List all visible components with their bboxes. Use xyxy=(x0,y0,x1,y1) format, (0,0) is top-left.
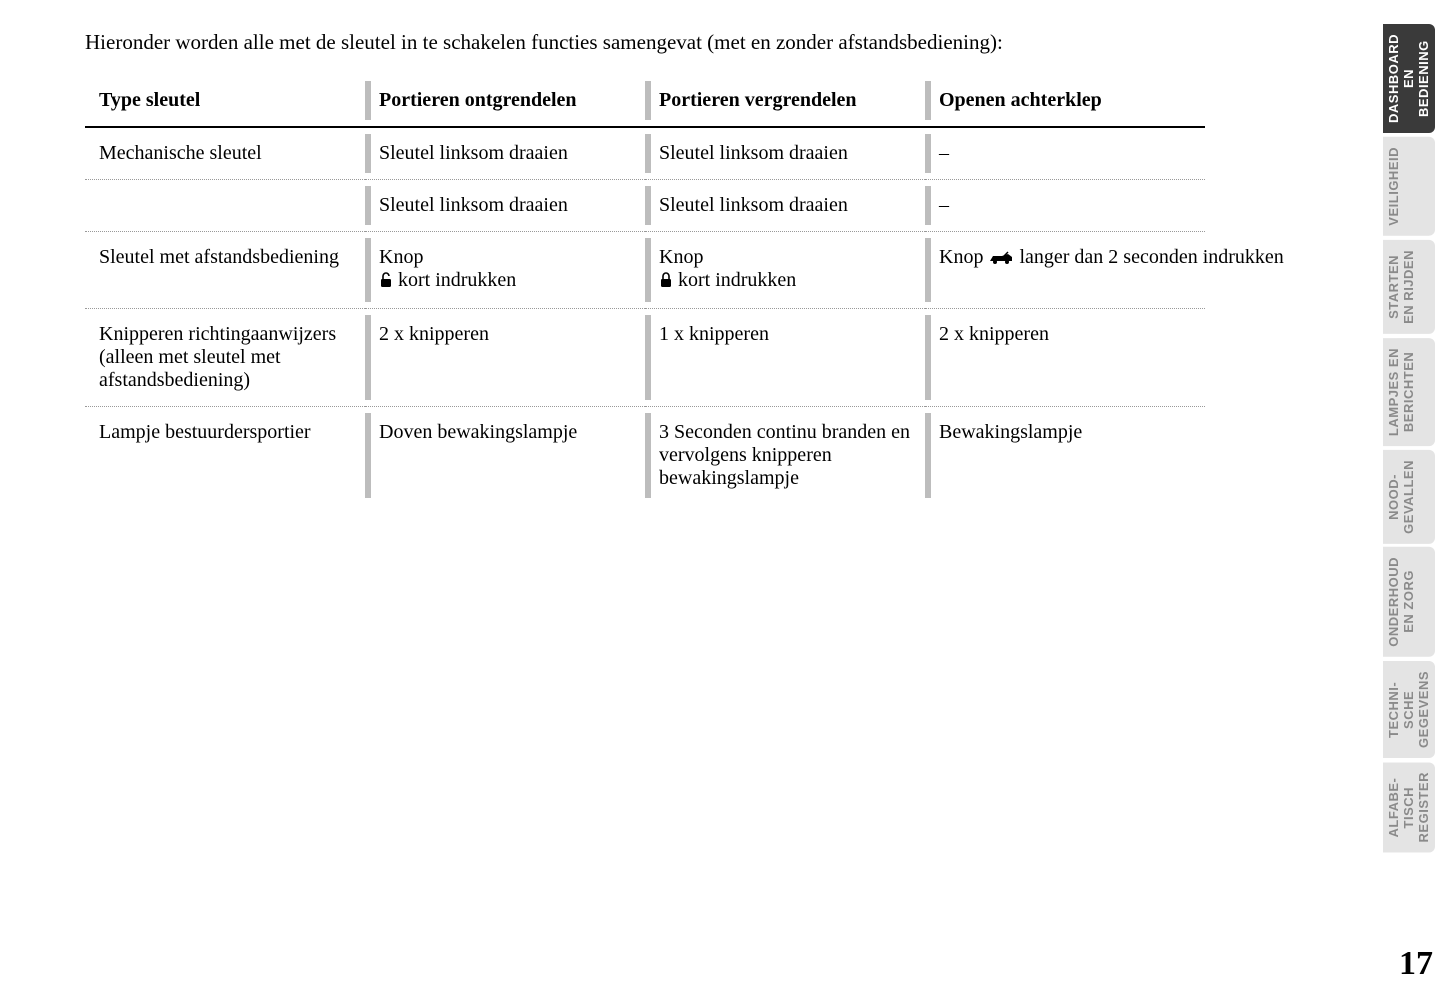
tab-technisch[interactable]: TECHNI- SCHE GEGEVENS xyxy=(1383,661,1435,758)
cell-lock: 1 x knipperen xyxy=(645,309,925,407)
cell-text: Knop xyxy=(659,246,703,268)
cell-type: Sleutel met afstandsbediening xyxy=(85,232,365,309)
cell-unlock: 2 x knipperen xyxy=(365,309,645,407)
lock-icon xyxy=(659,271,673,294)
cell-type xyxy=(85,180,365,232)
tab-veiligheid[interactable]: VEILIGHEID xyxy=(1383,137,1435,236)
cell-trunk: – xyxy=(925,127,1205,180)
header-type: Type sleutel xyxy=(85,75,365,127)
table-row: Lampje bestuurdersportier Doven bewaking… xyxy=(85,407,1205,505)
cell-text: Knop xyxy=(379,246,423,268)
section-tabs: DASHBOARD EN BEDIENING VEILIGHEID STARTE… xyxy=(1383,24,1435,853)
cell-text: langer dan 2 seconden indrukken xyxy=(1014,246,1283,268)
tab-lampjes[interactable]: LAMPJES EN BERICHTEN xyxy=(1383,338,1435,446)
cell-trunk: – xyxy=(925,180,1205,232)
cell-trunk: 2 x knipperen xyxy=(925,309,1205,407)
cell-lock: Sleutel linksom draaien xyxy=(645,180,925,232)
cell-unlock: Sleutel linksom draaien xyxy=(365,180,645,232)
page-number: 17 xyxy=(1399,945,1433,983)
header-lock: Portieren vergrendelen xyxy=(645,75,925,127)
table-row: Sleutel linksom draaien Sleutel linksom … xyxy=(85,180,1205,232)
cell-lock: 3 Seconden continu branden en vervolgens… xyxy=(645,407,925,505)
key-functions-table: Type sleutel Portieren ontgrendelen Port… xyxy=(85,75,1205,504)
car-open-icon xyxy=(988,248,1014,271)
cell-trunk: Bewakingslampje xyxy=(925,407,1205,505)
table-row: Mechanische sleutel Sleutel linksom draa… xyxy=(85,127,1205,180)
table-row: Knipperen richtingaanwijzers (alleen met… xyxy=(85,309,1205,407)
tab-dashboard[interactable]: DASHBOARD EN BEDIENING xyxy=(1383,24,1435,133)
table-header-row: Type sleutel Portieren ontgrendelen Port… xyxy=(85,75,1205,127)
tab-starten[interactable]: STARTEN EN RIJDEN xyxy=(1383,240,1435,334)
cell-type: Mechanische sleutel xyxy=(85,127,365,180)
tab-nood[interactable]: NOOD- GEVALLEN xyxy=(1383,450,1435,544)
unlock-icon xyxy=(379,271,393,294)
header-unlock: Portieren ontgrendelen xyxy=(365,75,645,127)
tab-register[interactable]: ALFABE- TISCH REGISTER xyxy=(1383,762,1435,852)
tab-onderhoud[interactable]: ONDERHOUD EN ZORG xyxy=(1383,547,1435,657)
page-content: Hieronder worden alle met de sleutel in … xyxy=(85,30,1205,504)
cell-lock: Knop kort indrukken xyxy=(645,232,925,309)
cell-text: kort indrukken xyxy=(393,269,516,291)
cell-unlock: Sleutel linksom draaien xyxy=(365,127,645,180)
intro-text: Hieronder worden alle met de sleutel in … xyxy=(85,30,1205,55)
cell-trunk: Knop langer dan 2 seconden indrukken xyxy=(925,232,1205,309)
cell-type: Lampje bestuurdersportier xyxy=(85,407,365,505)
cell-unlock: Knop kort indrukken xyxy=(365,232,645,309)
cell-text: kort indrukken xyxy=(673,269,796,291)
cell-unlock: Doven bewakingslampje xyxy=(365,407,645,505)
table-row: Sleutel met afstandsbediening Knop kort … xyxy=(85,232,1205,309)
header-trunk: Openen achterklep xyxy=(925,75,1205,127)
cell-text: Knop xyxy=(939,246,988,268)
cell-type: Knipperen richtingaanwijzers (alleen met… xyxy=(85,309,365,407)
cell-lock: Sleutel linksom draaien xyxy=(645,127,925,180)
